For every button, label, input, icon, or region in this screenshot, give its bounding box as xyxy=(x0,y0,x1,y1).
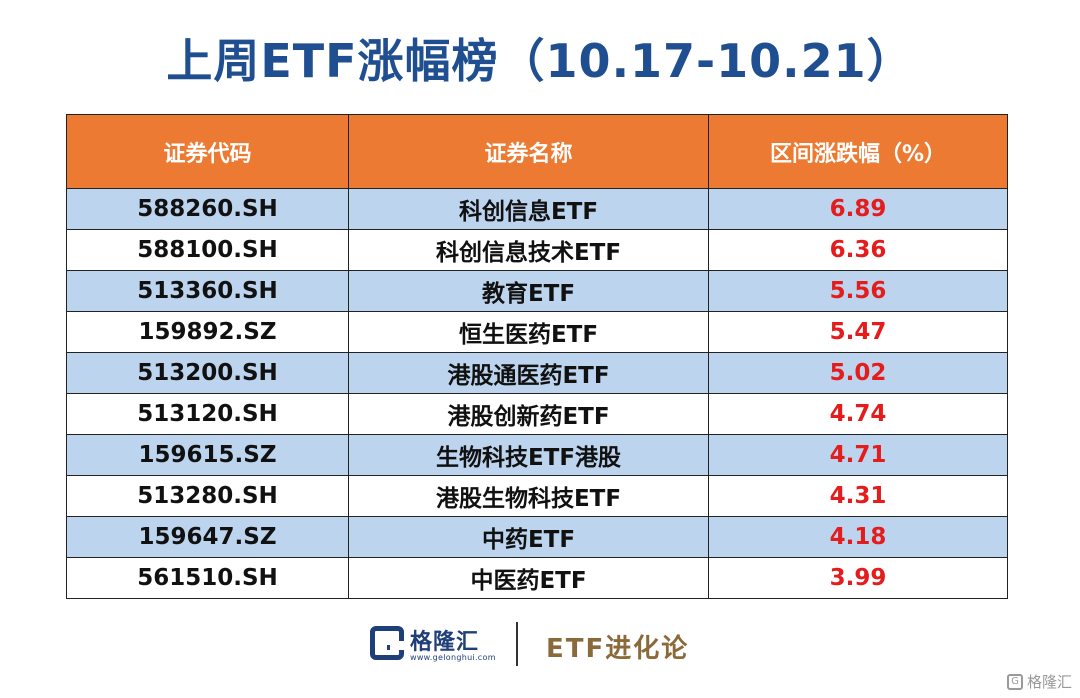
cell-name: 科创信息ETF xyxy=(348,188,709,230)
table-row: 588260.SH 科创信息ETF 6.89 xyxy=(66,188,1008,230)
cell-change: 3.99 xyxy=(708,557,1008,599)
cell-code: 561510.SH xyxy=(66,557,349,599)
footer-divider xyxy=(516,622,518,666)
cell-change: 4.71 xyxy=(708,434,1008,476)
footer-branding: 格隆汇 www.gelonghui.com ETF进化论 xyxy=(0,622,1080,670)
cell-name: 港股通医药ETF xyxy=(348,352,709,394)
cell-name: 恒生医药ETF xyxy=(348,311,709,353)
cell-name: 生物科技ETF港股 xyxy=(348,434,709,476)
header-code: 证券代码 xyxy=(66,114,349,189)
brand-name: 格隆汇 xyxy=(410,630,480,655)
table-row: 159892.SZ 恒生医药ETF 5.47 xyxy=(66,311,1008,353)
cell-change: 5.56 xyxy=(708,270,1008,312)
watermark-logo-icon: G xyxy=(1006,673,1023,690)
cell-change: 4.31 xyxy=(708,475,1008,517)
page-title: 上周ETF涨幅榜（10.17-10.21） xyxy=(166,34,914,88)
header-name: 证券名称 xyxy=(348,114,709,189)
brand-url: www.gelonghui.com xyxy=(410,653,496,662)
table-row: 159647.SZ 中药ETF 4.18 xyxy=(66,516,1008,558)
table-row: 513360.SH 教育ETF 5.56 xyxy=(66,270,1008,312)
cell-name: 港股生物科技ETF xyxy=(348,475,709,517)
table-row: 513120.SH 港股创新药ETF 4.74 xyxy=(66,393,1008,435)
cell-code: 159892.SZ xyxy=(66,311,349,353)
cell-code: 513360.SH xyxy=(66,270,349,312)
cell-name: 教育ETF xyxy=(348,270,709,312)
cell-code: 159647.SZ xyxy=(66,516,349,558)
cell-change: 6.36 xyxy=(708,229,1008,271)
etf-gain-table: 证券代码 证券名称 区间涨跌幅（%） 588260.SH 科创信息ETF 6.8… xyxy=(66,114,1008,599)
table-row: 588100.SH 科创信息技术ETF 6.36 xyxy=(66,229,1008,271)
table-header-row: 证券代码 证券名称 区间涨跌幅（%） xyxy=(66,114,1008,189)
table-row: 159615.SZ 生物科技ETF港股 4.71 xyxy=(66,434,1008,476)
cell-code: 588100.SH xyxy=(66,229,349,271)
cell-name: 中药ETF xyxy=(348,516,709,558)
cell-change: 5.02 xyxy=(708,352,1008,394)
cell-change: 4.74 xyxy=(708,393,1008,435)
table-row: 513200.SH 港股通医药ETF 5.02 xyxy=(66,352,1008,394)
header-change: 区间涨跌幅（%） xyxy=(708,114,1008,189)
cell-code: 159615.SZ xyxy=(66,434,349,476)
cell-name: 港股创新药ETF xyxy=(348,393,709,435)
cell-code: 588260.SH xyxy=(66,188,349,230)
gelonghui-logo-icon xyxy=(370,626,404,660)
cell-code: 513200.SH xyxy=(66,352,349,394)
watermark: G 格隆汇 xyxy=(1006,671,1072,692)
cell-name: 中医药ETF xyxy=(348,557,709,599)
watermark-text: 格隆汇 xyxy=(1026,673,1072,691)
table-row: 561510.SH 中医药ETF 3.99 xyxy=(66,557,1008,599)
cell-code: 513280.SH xyxy=(66,475,349,517)
cell-change: 5.47 xyxy=(708,311,1008,353)
cell-change: 6.89 xyxy=(708,188,1008,230)
table-row: 513280.SH 港股生物科技ETF 4.31 xyxy=(66,475,1008,517)
column-name: ETF进化论 xyxy=(546,634,690,664)
cell-name: 科创信息技术ETF xyxy=(348,229,709,271)
cell-code: 513120.SH xyxy=(66,393,349,435)
cell-change: 4.18 xyxy=(708,516,1008,558)
